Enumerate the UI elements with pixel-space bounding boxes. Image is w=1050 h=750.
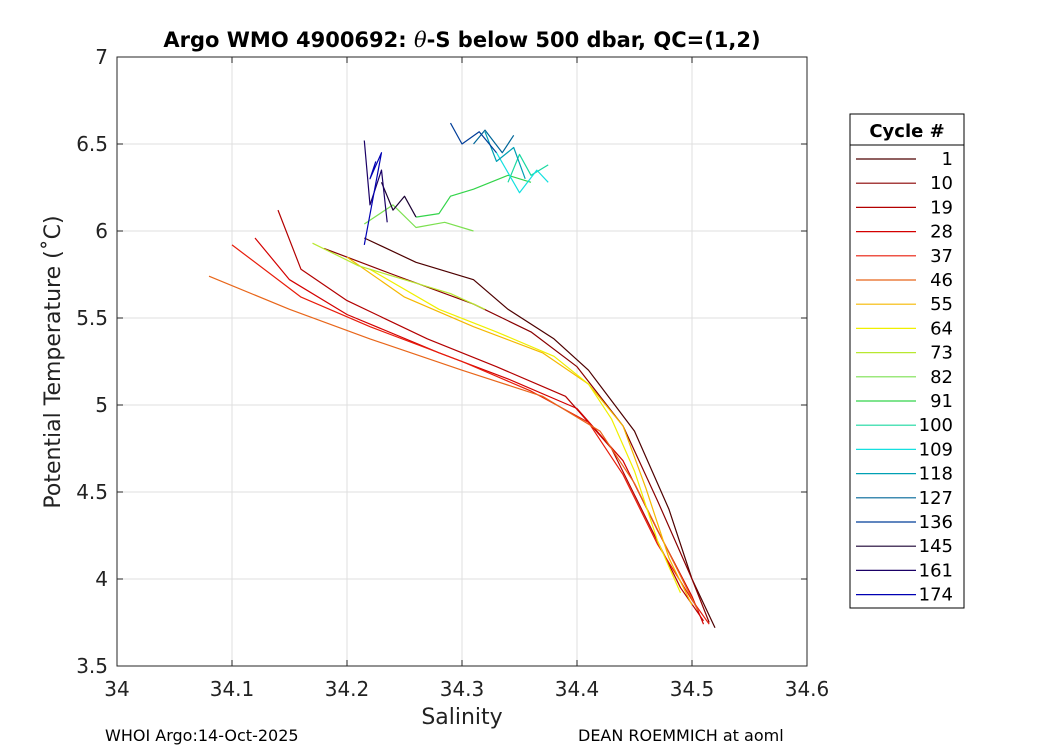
x-tick-label: 34.4 (555, 677, 600, 701)
y-tick-label: 5.5 (76, 306, 108, 330)
legend-label-cycle-55: 55 (930, 294, 953, 315)
legend-items: 1 10 19 28 37 46 55 64 73 82 91 100 109 118 127 136 145 1… (856, 149, 953, 606)
x-tick-label: 34.1 (210, 677, 255, 701)
legend-label-cycle-174: 174 (919, 585, 953, 606)
x-axis-label: Salinity (421, 705, 502, 730)
y-axis-label: Potential Temperature (˚C) (41, 215, 66, 508)
legend-label-cycle-127: 127 (919, 488, 953, 509)
x-tick-label: 34.6 (785, 677, 830, 701)
x-tick-label: 34.2 (325, 677, 370, 701)
series-line-cycle-1 (364, 237, 716, 628)
y-tick-label: 7 (95, 45, 108, 69)
x-tick-label: 34.3 (440, 677, 485, 701)
series-line-cycle-136 (449, 122, 497, 154)
series-line-cycle-91 (415, 174, 532, 218)
legend-label-cycle-10: 10 (930, 173, 953, 194)
legend-label-cycle-1: 1 (942, 149, 953, 170)
series-line-cycle-82 (363, 204, 474, 232)
legend-box (849, 113, 965, 609)
legend-title: Cycle # (869, 121, 944, 142)
legend-label-cycle-145: 145 (919, 536, 953, 557)
legend: Cycle # 1 10 19 28 37 46 55 64 73 82 91 100 109 118 12… (849, 113, 965, 609)
legend-label-cycle-100: 100 (919, 415, 953, 436)
chart-title: Argo WMO 4900692: θ-S below 500 dbar, QC… (163, 28, 760, 52)
legend-label-cycle-64: 64 (930, 318, 953, 339)
y-tick-label: 4 (95, 567, 108, 591)
series-line-cycle-127 (473, 129, 515, 154)
legend-label-cycle-91: 91 (930, 391, 953, 412)
series-line-cycle-174 (363, 152, 383, 246)
y-tick-label: 4.5 (76, 480, 108, 504)
legend-label-cycle-161: 161 (919, 560, 953, 581)
plot-area: 34 34.1 34.2 34.3 34.4 34.5 34.6 3.5 4 4.5 5 5.5 6 6.… (76, 45, 829, 701)
series-line-cycle-73 (312, 242, 486, 310)
legend-label-cycle-136: 136 (919, 512, 953, 533)
tick-layer: 34 34.1 34.2 34.3 34.4 34.5 34.6 3.5 4 4.5 5 5.5 6 6.… (76, 45, 829, 701)
y-tick-label: 6.5 (76, 132, 108, 156)
legend-label-cycle-73: 73 (930, 343, 953, 364)
series-line-cycle-64 (369, 268, 682, 594)
y-tick-label: 5 (95, 393, 108, 417)
legend-label-cycle-28: 28 (930, 222, 953, 243)
x-tick-label: 34 (104, 677, 129, 701)
series-line-cycle-100 (507, 153, 549, 183)
series-line-cycle-161 (363, 140, 388, 223)
legend-label-cycle-46: 46 (930, 270, 953, 291)
legend-label-cycle-19: 19 (930, 197, 953, 218)
series-line-cycle-109 (495, 152, 549, 194)
x-tick-label: 34.5 (670, 677, 715, 701)
footer-right: DEAN ROEMMICH at aoml (578, 726, 784, 745)
y-tick-label: 6 (95, 219, 108, 243)
legend-label-cycle-109: 109 (919, 439, 953, 460)
series-layer (208, 122, 716, 628)
legend-label-cycle-82: 82 (930, 367, 953, 388)
y-tick-label: 3.5 (76, 654, 108, 678)
legend-label-cycle-118: 118 (919, 464, 953, 485)
series-line-cycle-46 (208, 275, 699, 611)
series-line-cycle-145 (380, 182, 417, 218)
footer-left: WHOI Argo:14-Oct-2025 (105, 726, 299, 745)
legend-label-cycle-37: 37 (930, 246, 953, 267)
